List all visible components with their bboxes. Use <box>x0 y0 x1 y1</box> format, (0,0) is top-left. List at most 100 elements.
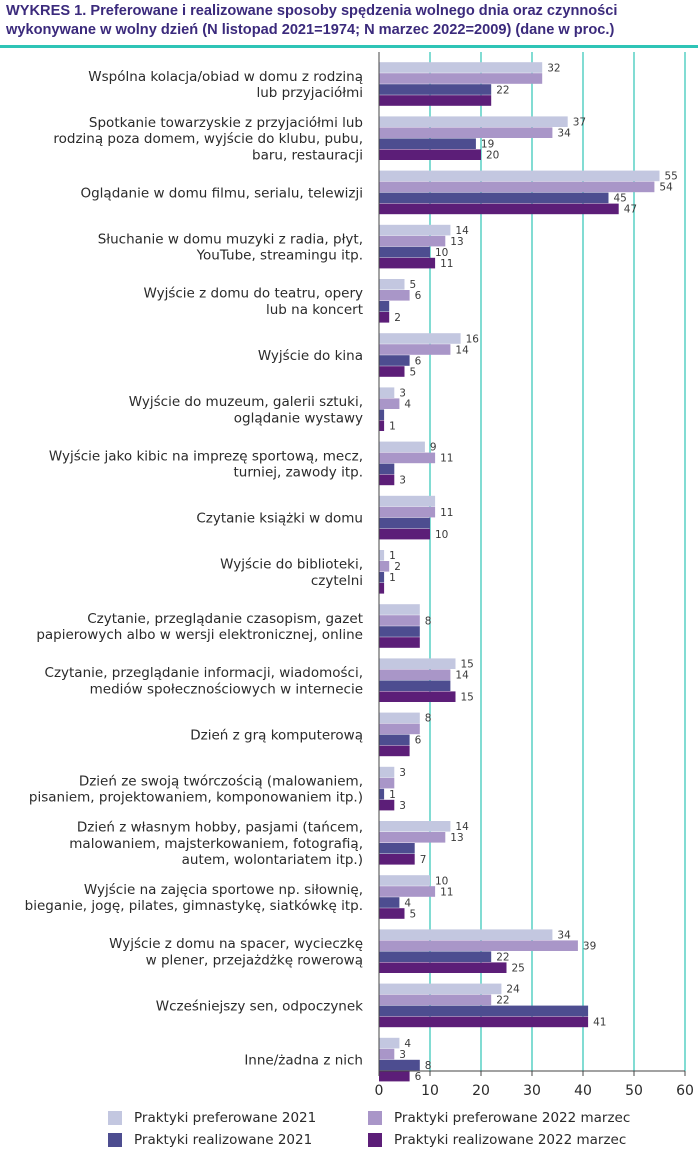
category-label: bieganie, jogę, pilates, gimnastykę, sia… <box>25 898 363 914</box>
category-label: czytelni <box>311 573 363 589</box>
value-label: 8 <box>425 713 432 725</box>
value-label: 37 <box>573 117 586 129</box>
bar-pref2022 <box>379 73 543 84</box>
value-label: 6 <box>415 1071 422 1083</box>
category-label: Czytanie, przeglądanie informacji, wiado… <box>45 665 363 681</box>
category-label: Wyjście z domu do teatru, opery <box>143 286 363 302</box>
bar-real2021 <box>379 1059 420 1071</box>
value-label: 55 <box>665 171 678 183</box>
category-label: Czytanie książki w domu <box>196 511 363 527</box>
category-label: Oglądanie w domu filmu, serialu, telewiz… <box>80 185 363 201</box>
category-label: Słuchanie w domu muzyki z radia, płyt, <box>98 232 363 248</box>
value-label: 16 <box>466 333 480 345</box>
value-label: 4 <box>404 1038 411 1050</box>
bar-pref2021 <box>379 983 502 995</box>
bar-pref2022 <box>379 832 446 843</box>
legend-swatch-real2022 <box>368 1133 382 1147</box>
bar-pref2022 <box>379 940 578 951</box>
bar-chart: Wspólna kolacja/obiad w domu z rodzinąlu… <box>25 52 694 1099</box>
bar-real2022 <box>379 745 410 757</box>
category-label: Spotkanie towarzyskie z przyjaciółmi lub <box>89 115 363 131</box>
bar-real2021 <box>379 843 415 854</box>
bar-pref2021 <box>379 116 568 127</box>
bar-pref2021 <box>379 658 456 669</box>
chart-title-line-2: wykonywane w wolny dzień (N listopad 202… <box>6 22 615 38</box>
bar-real2022 <box>379 799 395 811</box>
value-label: 1 <box>389 550 396 562</box>
bar-pref2022 <box>379 561 390 572</box>
bar-real2022 <box>379 583 385 594</box>
category-label: malowaniem, majsterkowaniem, fotografią, <box>69 836 363 852</box>
value-label: 47 <box>624 204 637 216</box>
category-label: Wyjście na zajęcia sportowe np. siłownię… <box>84 882 363 898</box>
category-label: Wyjście do kina <box>258 348 363 364</box>
bar-real2021 <box>379 951 492 962</box>
category-label: Wcześniejszy sen, odpoczynek <box>156 998 363 1014</box>
value-label: 10 <box>435 529 448 541</box>
bar-pref2022 <box>379 344 451 355</box>
chart-title: WYKRES 1. Preferowane i realizowane spos… <box>6 2 694 40</box>
bar-real2022 <box>379 95 492 106</box>
category-label: Czytanie, przeglądanie czasopism, gazet <box>87 611 363 627</box>
bar-pref2022 <box>379 994 492 1006</box>
value-label: 22 <box>496 995 509 1007</box>
category-label: lub przyjaciółmi <box>256 85 363 101</box>
legend-swatch-real2021 <box>108 1133 122 1147</box>
value-label: 11 <box>440 886 453 898</box>
bar-pref2022 <box>379 886 436 897</box>
x-tick-label: 60 <box>676 1083 694 1099</box>
value-label: 15 <box>461 659 474 671</box>
value-label: 5 <box>410 366 417 378</box>
bar-pref2021 <box>379 279 405 290</box>
legend-swatch-pref2021 <box>108 1111 122 1125</box>
value-label: 25 <box>512 963 525 975</box>
category-label: Dzień z grą komputerową <box>190 727 363 743</box>
bar-pref2021 <box>379 604 420 615</box>
bar-real2021 <box>379 246 430 258</box>
bar-pref2021 <box>379 441 425 453</box>
legend-item-pref2021: Praktyki preferowane 2021 <box>108 1110 316 1126</box>
value-label: 11 <box>440 453 453 465</box>
bar-pref2022 <box>379 235 446 247</box>
bar-real2022 <box>379 1070 410 1082</box>
bar-real2021 <box>379 788 385 800</box>
value-label: 24 <box>506 984 520 996</box>
legend-label-real2021: Praktyki realizowane 2021 <box>134 1132 313 1148</box>
value-label: 2 <box>394 312 401 324</box>
bar-real2021 <box>379 1005 589 1017</box>
bar-real2022 <box>379 962 507 973</box>
bar-pref2022 <box>379 127 553 138</box>
value-label: 20 <box>486 150 499 162</box>
bar-pref2021 <box>379 170 660 182</box>
category-label: Wspólna kolacja/obiad w domu z rodziną <box>88 69 363 85</box>
bar-pref2022 <box>379 181 655 193</box>
value-label: 6 <box>415 290 422 302</box>
bar-pref2021 <box>379 495 436 507</box>
legend-item-pref2022: Praktyki preferowane 2022 marzec <box>368 1110 630 1126</box>
legend-swatch-pref2022 <box>368 1111 382 1125</box>
category-label: rodziną poza domem, wyjście do klubu, pu… <box>53 131 363 147</box>
value-label: 3 <box>399 1049 406 1061</box>
value-label: 1 <box>389 421 396 433</box>
value-label: 34 <box>557 930 571 942</box>
bar-real2021 <box>379 734 410 746</box>
legend-item-real2022: Praktyki realizowane 2022 marzec <box>368 1132 626 1148</box>
value-label: 1 <box>389 789 396 801</box>
value-label: 3 <box>399 800 406 812</box>
bar-pref2021 <box>379 333 461 344</box>
bar-pref2022 <box>379 290 410 301</box>
bar-real2021 <box>379 572 385 583</box>
bar-real2022 <box>379 149 481 160</box>
value-label: 3 <box>399 475 406 487</box>
bar-pref2022 <box>379 506 436 518</box>
chart-title-line-1: WYKRES 1. Preferowane i realizowane spos… <box>6 3 618 19</box>
value-label: 13 <box>450 832 463 844</box>
bar-real2021 <box>379 301 390 312</box>
category-label: Wyjście z domu na spacer, wycieczkę <box>109 936 363 952</box>
value-label: 15 <box>461 692 474 704</box>
x-tick-label: 10 <box>421 1083 439 1099</box>
bar-pref2021 <box>379 929 553 940</box>
value-label: 14 <box>455 670 469 682</box>
bar-real2021 <box>379 409 385 420</box>
bar-pref2021 <box>379 550 385 561</box>
